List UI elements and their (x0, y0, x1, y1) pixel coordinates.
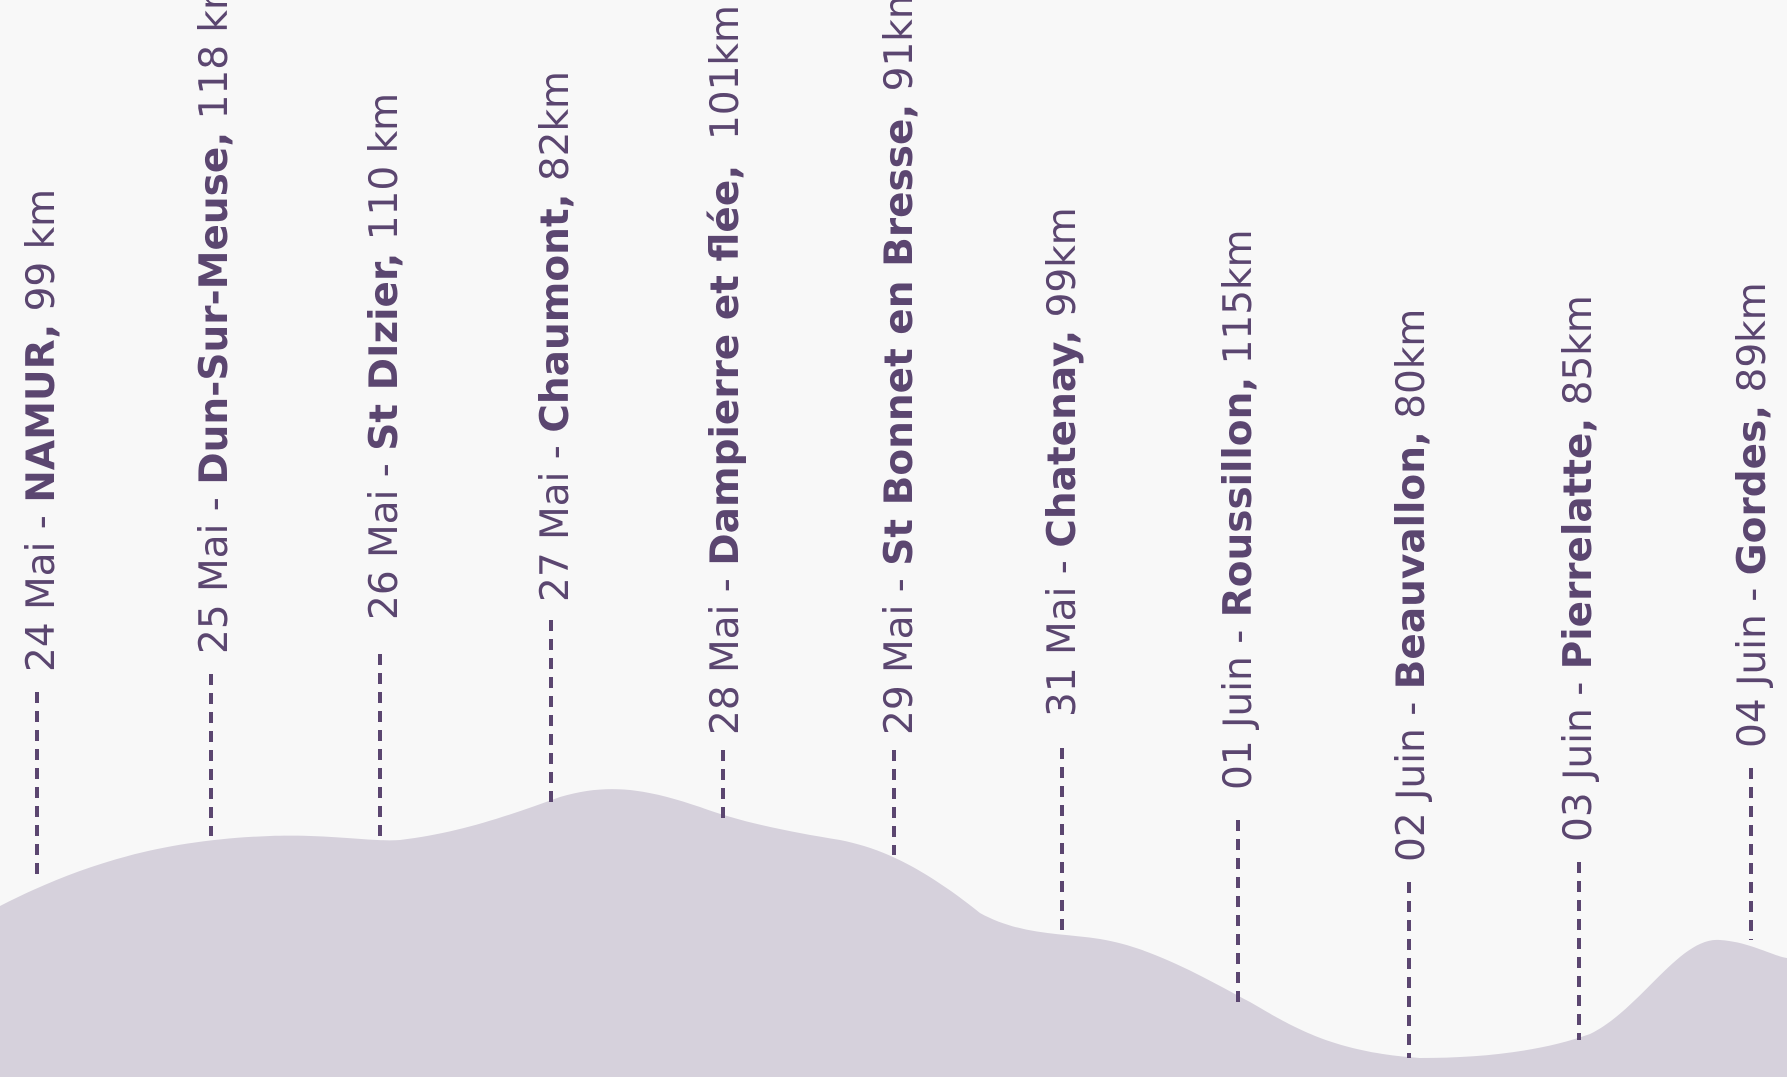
stage-city: St Bonnet en Bresse (877, 118, 922, 566)
stage-city: Pierrelatte (1556, 432, 1601, 670)
stage-label-1: 24 Mai - NAMUR, 99 km (19, 188, 64, 672)
stage-date: 29 Mai (877, 604, 922, 735)
stage-distance: 91km (877, 0, 922, 92)
stage-distance: 89km (1730, 282, 1775, 393)
stage-city: Beauvallon (1389, 446, 1434, 690)
stage-date: 28 Mai (703, 604, 748, 735)
stage-distance: 99 km (19, 188, 64, 312)
stage-label-2: 25 Mai - Dun-Sur-Meuse, 118 km (192, 0, 237, 654)
stage-date: 02 Juin (1389, 728, 1434, 862)
stage-date: 01 Juin (1216, 656, 1261, 790)
stage-city: Dun-Sur-Meuse (192, 146, 237, 485)
stage-city: St DIzier (362, 267, 407, 451)
terrain-silhouette (0, 789, 1787, 1077)
stage-distance: 110 km (362, 92, 407, 241)
stage-label-10: 03 Juin - Pierrelatte, 85km (1556, 295, 1601, 842)
stage-distance: 80km (1389, 308, 1434, 419)
stage-date: 25 Mai (192, 523, 237, 654)
stage-label-3: 26 Mai - St DIzier, 110 km (362, 92, 407, 620)
stage-date: 27 Mai (533, 471, 578, 602)
stage-city: NAMUR (19, 338, 64, 503)
stage-label-9: 02 Juin - Beauvallon, 80km (1389, 308, 1434, 862)
stage-city: Dampierre et flée (703, 179, 748, 566)
stage-date: 31 Mai (1040, 586, 1085, 717)
stage-city: Chaumont (533, 208, 578, 433)
stage-distance: 101km (703, 5, 748, 141)
stage-date: 03 Juin (1556, 708, 1601, 842)
stage-label-6: 29 Mai - St Bonnet en Bresse, 91km (877, 0, 922, 735)
stage-city: Gordes (1730, 419, 1775, 576)
stage-distance: 118 km (192, 0, 237, 120)
stage-city: Chatenay (1040, 344, 1085, 548)
stage-date: 26 Mai (362, 489, 407, 620)
stage-label-11: 04 Juin - Gordes, 89km (1730, 282, 1775, 748)
stage-city: Roussillon (1216, 391, 1261, 618)
stage-distance: 99km (1040, 207, 1085, 318)
stage-label-8: 01 Juin - Roussillon, 115km (1216, 229, 1261, 790)
stage-distance: 82km (533, 70, 578, 182)
stage-distance: 85km (1556, 295, 1601, 406)
stage-label-5: 28 Mai - Dampierre et flée, 101km (703, 5, 748, 735)
stage-distance: 115km (1216, 229, 1261, 365)
stage-label-7: 31 Mai - Chatenay, 99km (1040, 207, 1085, 717)
stage-label-4: 27 Mai - Chaumont, 82km (533, 70, 578, 602)
stage-date: 24 Mai (19, 541, 64, 672)
stage-lines (35, 620, 1753, 1058)
stage-date: 04 Juin (1730, 614, 1775, 748)
